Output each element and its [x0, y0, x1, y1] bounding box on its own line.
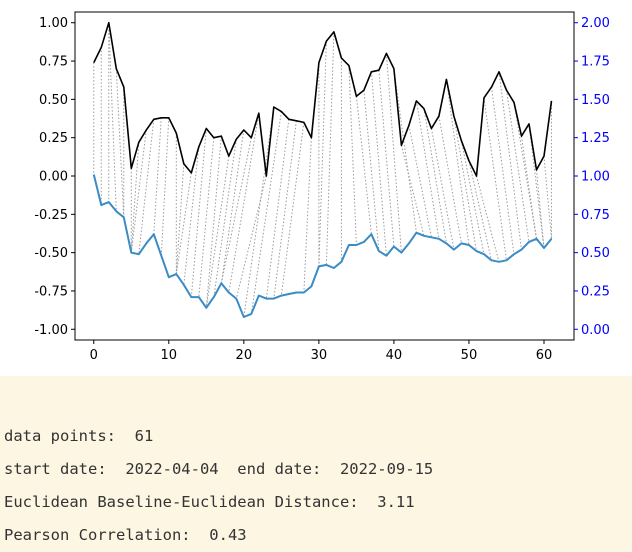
alignment-line	[468, 160, 492, 261]
data-points-text: data points: 61	[4, 427, 154, 445]
alignment-line	[393, 68, 417, 233]
alignment-line	[385, 53, 402, 253]
x-tick-label: 10	[161, 348, 178, 363]
left-y-tick-label: 0.50	[39, 93, 68, 108]
alignment-line	[483, 97, 507, 261]
right-y-tick-label: 0.00	[581, 323, 610, 338]
alignment-line	[415, 100, 440, 239]
alignment-line	[423, 108, 447, 244]
alignment-line	[490, 87, 515, 255]
x-tick-label: 60	[536, 348, 553, 363]
alignment-line	[138, 119, 155, 255]
alignment-line	[453, 116, 477, 252]
alignment-line	[228, 113, 260, 293]
left-y-tick-label: -1.00	[34, 323, 68, 338]
right-y-tick-label: 0.75	[581, 208, 610, 223]
right-y-tick-label: 0.50	[581, 246, 610, 261]
alignment-line	[190, 128, 207, 298]
series-blue-line	[92, 174, 553, 318]
alignment-line	[408, 125, 432, 238]
alignment-line	[370, 71, 387, 256]
alignment-line	[460, 140, 485, 255]
alignment-line	[153, 117, 162, 235]
alignment-line	[543, 156, 552, 239]
right-y-tick-label: 1.25	[581, 131, 610, 146]
x-tick-label: 20	[236, 348, 253, 363]
plot-frame	[74, 11, 575, 341]
right-y-tick-label: 1.50	[581, 93, 610, 108]
left-y-tick-label: 0.00	[39, 170, 68, 185]
alignment-line	[130, 142, 140, 253]
right-y-tick-label: 1.75	[581, 55, 610, 70]
alignment-line	[175, 163, 185, 275]
alignment-line	[535, 169, 545, 249]
alignment-line	[363, 90, 380, 252]
alignment-line	[108, 22, 117, 212]
alignment-line	[280, 122, 305, 296]
left-y-tick-label: -0.50	[34, 246, 68, 261]
alignment-line	[205, 136, 222, 308]
x-tick-label: 50	[461, 348, 478, 363]
alignment-line	[355, 96, 372, 235]
right-y-tick-label: 0.25	[581, 284, 610, 299]
alignment-line	[325, 31, 335, 265]
left-y-tick-label: -0.25	[34, 208, 68, 223]
alignment-line	[378, 70, 395, 247]
alignment-line	[205, 156, 230, 308]
alignment-line	[198, 137, 215, 298]
alignment-line	[303, 137, 312, 293]
correlation-text: Pearson Correlation: 0.43	[4, 526, 247, 544]
alignment-line	[235, 175, 267, 299]
alignment-line	[400, 145, 425, 236]
alignment-line	[250, 111, 282, 315]
alignment-line	[213, 139, 237, 298]
alignment-line	[183, 146, 200, 285]
series-black-line	[93, 21, 553, 177]
right-y-tick-label: 1.00	[581, 170, 610, 185]
alignment-line	[115, 68, 125, 218]
alignment-line	[318, 41, 327, 267]
alignment-line	[505, 90, 530, 242]
stats-panel: data points: 61 start date: 2022-04-04 e…	[4, 420, 433, 552]
x-tick-label: 0	[90, 348, 98, 363]
alignment-line	[220, 137, 252, 284]
x-tick-label: 40	[386, 348, 403, 363]
left-y-tick-label: 0.75	[39, 55, 68, 70]
alignment-line	[130, 129, 147, 253]
alignment-line	[475, 175, 500, 262]
left-y-tick-label: -0.75	[34, 284, 68, 299]
alignment-line	[430, 128, 455, 250]
alignment-line	[220, 129, 245, 284]
dual-axis-line-chart: 1.00 0.75 0.50 0.25 0.00 -0.25 -0.50 -0.75 -1.00…	[34, 11, 610, 363]
alignment-line	[438, 116, 462, 244]
right-y-tick-label: 2.00	[581, 16, 610, 31]
distance-text: Euclidean Baseline-Euclidean Distance: 3…	[4, 493, 415, 511]
alignment-line	[265, 119, 290, 299]
alignment-line	[243, 106, 275, 318]
alignment-line	[175, 172, 192, 275]
left-y-tick-label: 1.00	[39, 16, 68, 31]
date-range-text: start date: 2022-04-04 end date: 2022-09…	[4, 460, 434, 478]
x-tick-label: 30	[311, 348, 328, 363]
plot-area: 1.00 0.75 0.50 0.25 0.00 -0.25 -0.50 -0.75 -1.00…	[0, 0, 632, 376]
alignment-line	[160, 117, 170, 256]
left-y-tick-label: 0.25	[39, 131, 68, 146]
